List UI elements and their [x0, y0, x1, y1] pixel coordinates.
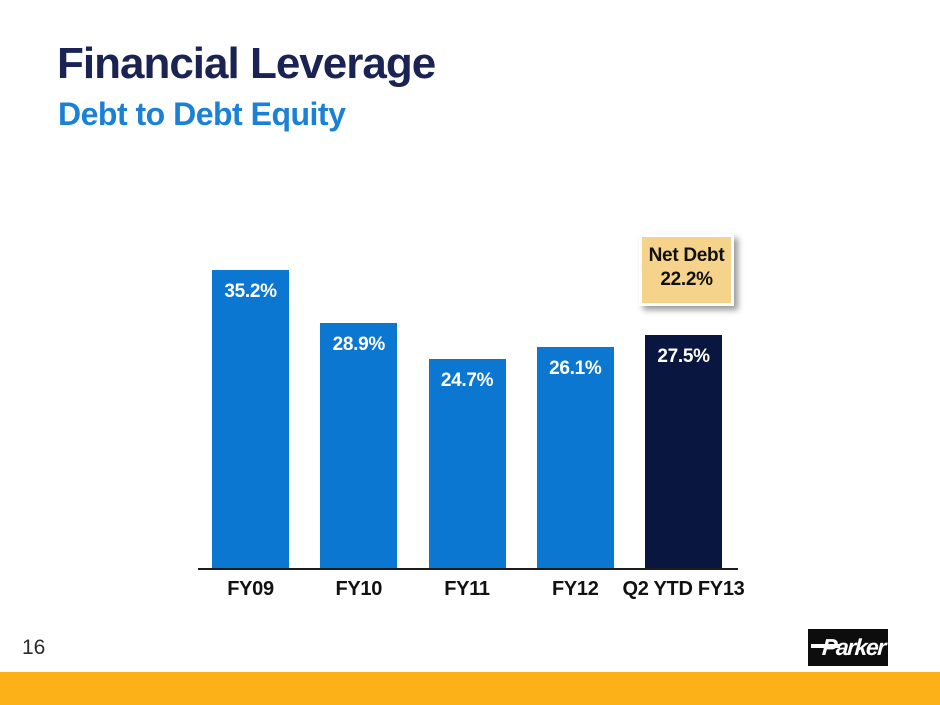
plot-area: 35.2% 28.9% 24.7% 26.1% 27.5% — [198, 230, 738, 570]
x-axis-label-FY12: FY12 — [551, 578, 599, 600]
page-subtitle: Debt to Debt Equity — [58, 96, 346, 132]
bar-chart: 35.2% 28.9% 24.7% 26.1% 27.5% FY09 FY10 FY11 FY… — [198, 230, 745, 602]
x-axis-label-Q2 YTD FY13: Q2 YTD FY13 — [622, 578, 745, 600]
logo-dash-icon — [811, 644, 840, 648]
page-title: Financial Leverage — [57, 39, 436, 88]
logo-text: Parker — [821, 634, 886, 660]
net-debt-callout: Net Debt 22.2% — [639, 234, 734, 306]
bar-FY11: 24.7% — [428, 359, 506, 568]
x-axis-label-FY10: FY10 — [335, 578, 383, 600]
footer-accent-bar — [0, 672, 940, 705]
bar-value-label: 27.5% — [657, 346, 710, 367]
bar-FY12: 26.1% — [536, 347, 614, 568]
bar-value-label: 28.9% — [332, 334, 386, 355]
parker-logo: Parker — [808, 629, 888, 666]
x-axis: FY09 FY10 FY11 FY12 Q2 YTD FY13 — [198, 578, 745, 602]
bar-Q2 YTD FY13: 27.5% — [645, 335, 722, 568]
net-debt-callout-title: Net Debt — [648, 245, 725, 266]
bar-value-label: 24.7% — [440, 370, 494, 391]
bar-value-label: 26.1% — [549, 358, 602, 379]
x-axis-label-FY09: FY09 — [227, 578, 274, 600]
bar-FY10: 28.9% — [320, 323, 398, 568]
bar-FY09: 35.2% — [212, 270, 289, 568]
page-number: 16 — [22, 636, 46, 659]
bar-value-label: 35.2% — [224, 281, 277, 302]
net-debt-callout-value: 22.2% — [660, 269, 713, 290]
x-axis-label-FY11: FY11 — [444, 578, 490, 600]
